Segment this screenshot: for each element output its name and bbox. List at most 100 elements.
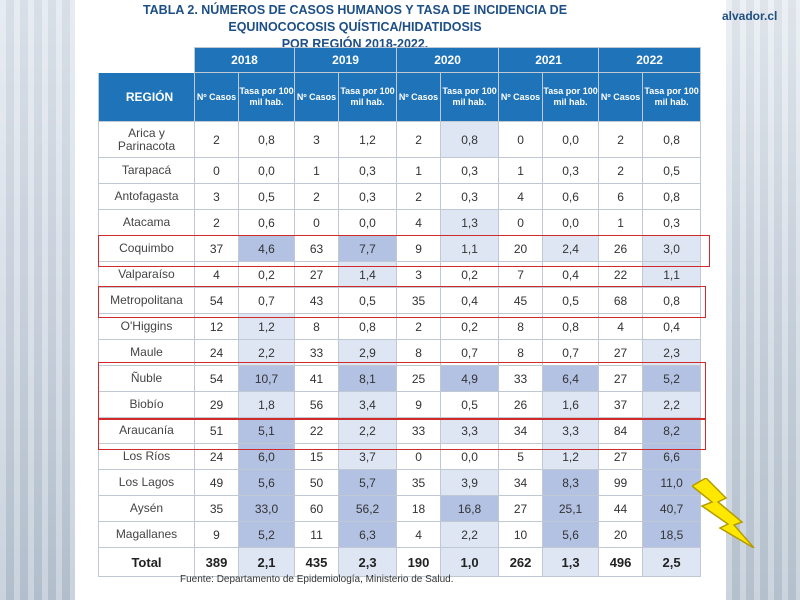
- rate-header: Tasa por 100 mil hab.: [642, 72, 702, 122]
- rate-cell: 0,2: [440, 261, 500, 288]
- table-row: Magallanes 9 5,2 11 6,3 4 2,2 10 5,6 20 18,5: [98, 521, 702, 548]
- total-rate-cell: 2,1: [237, 547, 296, 577]
- cases-cell: 37: [598, 391, 644, 418]
- rate-cell: 0,8: [642, 121, 702, 158]
- rate-cell: 0,0: [542, 209, 600, 236]
- rate-cell: 0,4: [642, 313, 702, 340]
- year-header: 2020: [396, 47, 500, 73]
- cases-cell: 84: [598, 417, 644, 444]
- background-right-image: [726, 0, 800, 600]
- cases-cell: 2: [598, 157, 644, 184]
- cases-cell: 99: [598, 469, 644, 496]
- cases-cell: 7: [498, 261, 544, 288]
- rate-cell: 2,4: [542, 235, 600, 262]
- cases-cell: 22: [294, 417, 340, 444]
- rate-header: Tasa por 100 mil hab.: [542, 72, 600, 122]
- rate-cell: 10,7: [237, 365, 296, 392]
- rate-cell: 2,3: [642, 339, 702, 366]
- cases-cell: 35: [396, 287, 442, 314]
- cases-cell: 44: [598, 495, 644, 522]
- cases-cell: 4: [498, 183, 544, 210]
- table-row: Maule 24 2,2 33 2,9 8 0,7 8 0,7 27 2,3: [98, 339, 702, 366]
- cases-cell: 24: [194, 339, 239, 366]
- rate-cell: 0,8: [440, 121, 500, 158]
- rate-cell: 0,5: [542, 287, 600, 314]
- cases-cell: 3: [194, 183, 239, 210]
- cases-cell: 45: [498, 287, 544, 314]
- region-cell: Los Lagos: [98, 469, 195, 496]
- cases-cell: 1: [498, 157, 544, 184]
- rate-cell: 25,1: [542, 495, 600, 522]
- rate-cell: 1,2: [237, 313, 296, 340]
- cases-cell: 33: [294, 339, 340, 366]
- region-cell: Antofagasta: [98, 183, 195, 210]
- cases-cell: 33: [396, 417, 442, 444]
- rate-cell: 0,0: [338, 209, 398, 236]
- rate-cell: 5,2: [237, 521, 296, 548]
- cases-cell: 49: [194, 469, 239, 496]
- cases-cell: 2: [598, 121, 644, 158]
- rate-cell: 8,1: [338, 365, 398, 392]
- region-cell: Metropolitana: [98, 287, 195, 314]
- rate-cell: 0,2: [237, 261, 296, 288]
- cases-cell: 9: [396, 235, 442, 262]
- cases-cell: 51: [194, 417, 239, 444]
- rate-cell: 2,9: [338, 339, 398, 366]
- year-header: 2022: [598, 47, 702, 73]
- table-row: Antofagasta 3 0,5 2 0,3 2 0,3 4 0,6 6 0,8: [98, 183, 702, 210]
- cases-cell: 2: [194, 209, 239, 236]
- cases-cell: 6: [598, 183, 644, 210]
- cases-cell: 15: [294, 443, 340, 470]
- rate-cell: 1,3: [440, 209, 500, 236]
- rate-cell: 0,7: [237, 287, 296, 314]
- total-cases-cell: 389: [194, 547, 239, 577]
- cases-cell: 0: [396, 443, 442, 470]
- cases-cell: 0: [498, 121, 544, 158]
- rate-cell: 0,4: [440, 287, 500, 314]
- cases-cell: 1: [294, 157, 340, 184]
- rate-cell: 0,3: [440, 157, 500, 184]
- rate-cell: 11,0: [642, 469, 702, 496]
- table-row: Metropolitana 54 0,7 43 0,5 35 0,4 45 0,5 68 0,8: [98, 287, 702, 314]
- rate-cell: 6,6: [642, 443, 702, 470]
- cases-cell: 10: [498, 521, 544, 548]
- cases-cell: 50: [294, 469, 340, 496]
- cases-cell: 2: [396, 183, 442, 210]
- rate-cell: 0,5: [237, 183, 296, 210]
- cases-cell: 11: [294, 521, 340, 548]
- rate-cell: 3,4: [338, 391, 398, 418]
- rate-cell: 3,0: [642, 235, 702, 262]
- region-cell: O'Higgins: [98, 313, 195, 340]
- rate-cell: 5,1: [237, 417, 296, 444]
- source-note: Fuente: Departamento de Epidemiología, M…: [180, 574, 454, 585]
- rate-cell: 5,6: [237, 469, 296, 496]
- rate-cell: 0,6: [237, 209, 296, 236]
- rate-cell: 0,4: [542, 261, 600, 288]
- rate-cell: 0,5: [338, 287, 398, 314]
- cases-cell: 37: [194, 235, 239, 262]
- cases-cell: 25: [396, 365, 442, 392]
- rate-cell: 0,3: [338, 183, 398, 210]
- table-row: Arica y Parinacota 2 0,8 3 1,2 2 0,8 0 0,0 2 0,8: [98, 121, 702, 158]
- region-cell: Arica y Parinacota: [98, 121, 195, 158]
- table-row: Coquimbo 37 4,6 63 7,7 9 1,1 20 2,4 26 3,0: [98, 235, 702, 262]
- title-line-1: TABLA 2. NÚMEROS DE CASOS HUMANOS Y TASA…: [142, 3, 568, 34]
- subheader-row: REGIÓN Nº Casos Tasa por 100 mil hab. Nº…: [98, 72, 702, 122]
- cases-cell: 33: [498, 365, 544, 392]
- table-row: Aysén 35 33,0 60 56,2 18 16,8 27 25,1 44 40,7: [98, 495, 702, 522]
- rate-cell: 8,2: [642, 417, 702, 444]
- rate-cell: 0,7: [542, 339, 600, 366]
- cases-cell: 0: [194, 157, 239, 184]
- cases-cell: 8: [396, 339, 442, 366]
- rate-cell: 0,0: [440, 443, 500, 470]
- rate-cell: 0,0: [542, 121, 600, 158]
- cases-cell: 0: [498, 209, 544, 236]
- cases-cell: 20: [498, 235, 544, 262]
- lightning-bolt-icon: [692, 478, 755, 548]
- region-cell: Total: [98, 547, 195, 577]
- cases-cell: 29: [194, 391, 239, 418]
- table-row: O'Higgins 12 1,2 8 0,8 2 0,2 8 0,8 4 0,4: [98, 313, 702, 340]
- cases-cell: 27: [598, 443, 644, 470]
- cases-cell: 27: [294, 261, 340, 288]
- rate-cell: 56,2: [338, 495, 398, 522]
